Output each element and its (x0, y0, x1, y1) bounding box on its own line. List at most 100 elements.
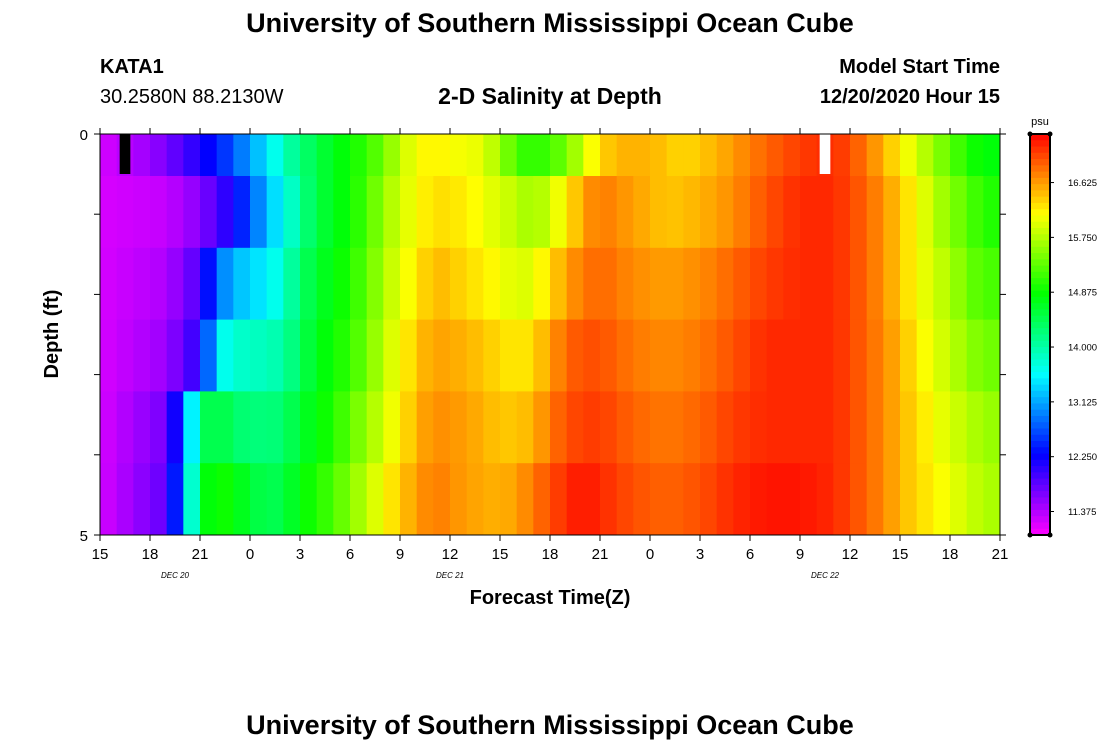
heatmap-cell (383, 247, 401, 321)
heatmap-cell (800, 176, 818, 249)
x-tick-label: 12 (442, 546, 459, 563)
heatmap-cell (300, 247, 318, 321)
colorbar-dot (1027, 131, 1033, 137)
colorbar-segment (1030, 441, 1050, 448)
heatmap-cell (533, 176, 551, 249)
heatmap-cell (883, 247, 901, 321)
x-tick-label: 18 (542, 546, 559, 563)
heatmap-cell (233, 463, 251, 535)
heatmap-cell (350, 463, 368, 535)
heatmap-cell (750, 319, 768, 392)
heatmap-cell (650, 319, 668, 392)
heatmap-cell-surface (400, 134, 418, 176)
colorbar-segment (1030, 171, 1050, 179)
heatmap-cell-surface (616, 134, 634, 176)
x-tick-label: 15 (892, 546, 909, 563)
heatmap-cell-surface (750, 134, 768, 176)
colorbar-segment (1030, 384, 1050, 392)
heatmap-cell-surface (700, 134, 718, 176)
heatmap-cell (466, 391, 484, 464)
heatmap-cell (150, 319, 168, 392)
x-tick-label: 6 (746, 546, 754, 563)
model-start-value: 12/20/2020 Hour 15 (819, 86, 1000, 108)
heatmap-cell (200, 463, 218, 535)
heatmap-cell (833, 463, 851, 535)
heatmap-cell (383, 176, 401, 249)
plot-title: 2-D Salinity at Depth (438, 83, 662, 109)
heatmap-cell (616, 176, 634, 249)
heatmap-cell (616, 391, 634, 464)
colorbar-segment (1030, 453, 1050, 461)
heatmap-cell (666, 463, 684, 535)
heatmap-cell (850, 319, 868, 392)
heatmap-cell (716, 319, 734, 392)
colorbar-segment (1030, 140, 1050, 148)
colorbar-tick-label: 16.625 (1068, 178, 1097, 189)
heatmap-cell (466, 463, 484, 535)
y-axis-label: Depth (ft) (41, 290, 63, 379)
heatmap-cell (516, 247, 534, 321)
heatmap-cell (616, 463, 634, 535)
x-tick-label: 21 (992, 546, 1009, 563)
heatmap-cell (316, 319, 334, 392)
heatmap-cell-surface (300, 134, 318, 176)
heatmap-cell (166, 176, 184, 249)
y-tick-label: 0 (80, 127, 88, 144)
heatmap-cell (833, 319, 851, 392)
heatmap-cell (733, 176, 751, 249)
heatmap-cell (633, 247, 651, 321)
heatmap-cell-surface (233, 134, 251, 176)
heatmap-cell (333, 247, 351, 321)
heatmap-cell (966, 391, 984, 464)
heatmap-cell (150, 463, 168, 535)
colorbar-segment (1030, 202, 1050, 210)
heatmap-cell (766, 391, 784, 464)
heatmap-cell (800, 319, 818, 392)
heatmap-cell-surface (333, 134, 351, 176)
heatmap-cell (483, 463, 501, 535)
heatmap-cell-surface (466, 134, 484, 176)
heatmap-cell (866, 247, 884, 321)
heatmap-cell (750, 463, 768, 535)
heatmap-cell-surface (866, 134, 884, 176)
heatmap-cells (100, 134, 1000, 535)
heatmap-cell (700, 463, 718, 535)
colorbar-segment (1030, 284, 1050, 292)
heatmap-cell (133, 247, 151, 321)
heatmap-cell (816, 319, 834, 392)
heatmap-cell (500, 176, 518, 249)
heatmap-cell (350, 176, 368, 249)
heatmap-cell (933, 391, 951, 464)
heatmap-cell (633, 463, 651, 535)
colorbar-tick-label: 11.375 (1068, 507, 1096, 518)
heatmap-cell (733, 247, 751, 321)
heatmap-cell (250, 463, 268, 535)
heatmap-cell-surface (966, 134, 984, 176)
heatmap-cell (583, 319, 601, 392)
heatmap-cell (916, 247, 934, 321)
heatmap-cell (383, 319, 401, 392)
colorbar-tick-label: 14.875 (1068, 288, 1097, 299)
heatmap-cell (966, 247, 984, 321)
heatmap-cell (283, 247, 301, 321)
colorbar-segment (1030, 315, 1050, 323)
colorbar-segment (1030, 484, 1050, 492)
heatmap-cell-surface (433, 134, 451, 176)
heatmap-cell (550, 391, 568, 464)
heatmap-cell (433, 391, 451, 464)
heatmap-cell (866, 176, 884, 249)
heatmap-cell-surface (916, 134, 934, 176)
heatmap-cell (700, 391, 718, 464)
heatmap-cell-surface (800, 134, 818, 176)
heatmap-cell (916, 319, 934, 392)
colorbar-dot (1047, 131, 1053, 137)
heatmap-cell (450, 463, 468, 535)
heatmap-cell (833, 391, 851, 464)
x-tick-label: 0 (246, 546, 254, 563)
heatmap-cell (500, 319, 518, 392)
colorbar-segment (1030, 321, 1050, 329)
heatmap-cell-surface (133, 134, 151, 176)
heatmap-cell (750, 176, 768, 249)
heatmap-cell (483, 176, 501, 249)
colorbar-segment (1030, 146, 1050, 154)
